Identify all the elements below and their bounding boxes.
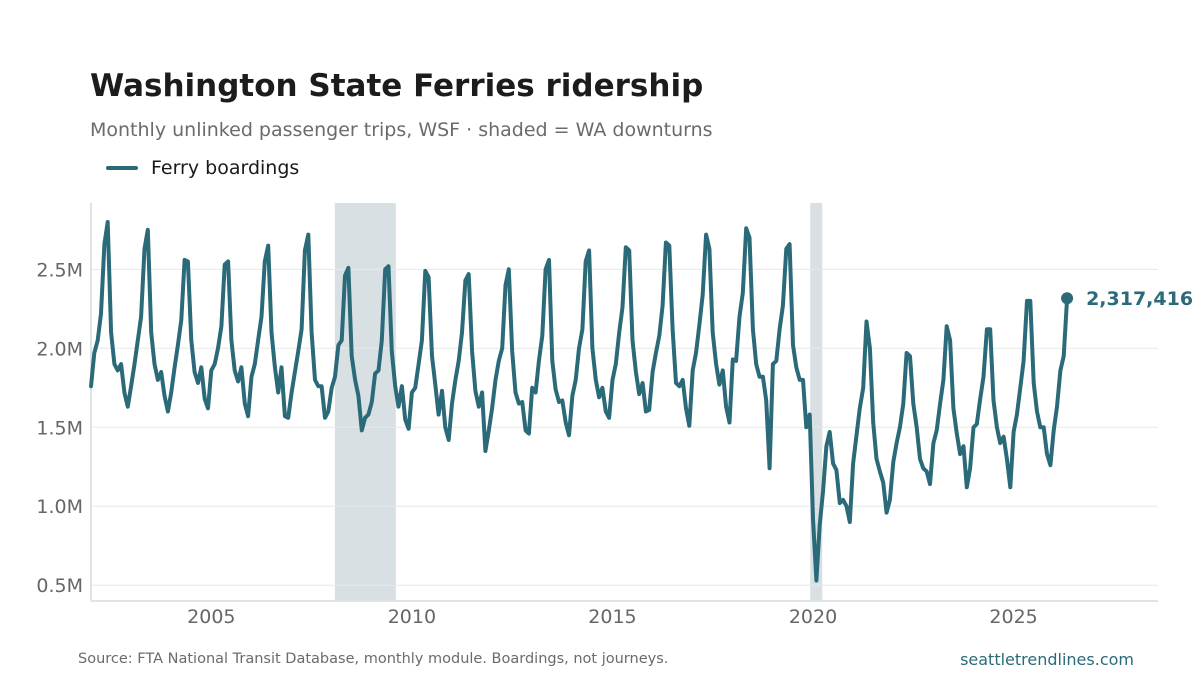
- legend-label-ferry-boardings: Ferry boardings: [151, 157, 300, 179]
- chart-subtitle: Monthly unlinked passenger trips, WSF · …: [90, 119, 713, 141]
- legend-swatch-ferry-boardings: [106, 166, 138, 170]
- x-tick-label: 2020: [789, 606, 837, 628]
- x-tick-label: 2015: [588, 606, 636, 628]
- x-tick-label: 2010: [388, 606, 436, 628]
- y-tick-label: 0.5M: [36, 575, 83, 597]
- downturn-shade-1: [334, 203, 396, 601]
- y-tick-label: 1.0M: [36, 496, 83, 518]
- brand-link[interactable]: seattletrendlines.com: [960, 650, 1134, 669]
- y-tick-label: 1.5M: [36, 417, 83, 439]
- chart-title: Washington State Ferries ridership: [90, 68, 704, 104]
- source-note: Source: FTA National Transit Database, m…: [78, 651, 669, 667]
- series-line-ferry-boardings: [89, 220, 1070, 583]
- last-point-marker: [1061, 292, 1074, 305]
- chart-legend: Ferry boardings: [106, 157, 299, 179]
- y-tick-label: 2.0M: [36, 338, 83, 360]
- x-tick-label: 2005: [187, 606, 235, 628]
- y-tick-label: 2.5M: [36, 259, 83, 281]
- last-point-label: 2,317,416: [1086, 288, 1193, 310]
- x-tick-label: 2025: [989, 606, 1037, 628]
